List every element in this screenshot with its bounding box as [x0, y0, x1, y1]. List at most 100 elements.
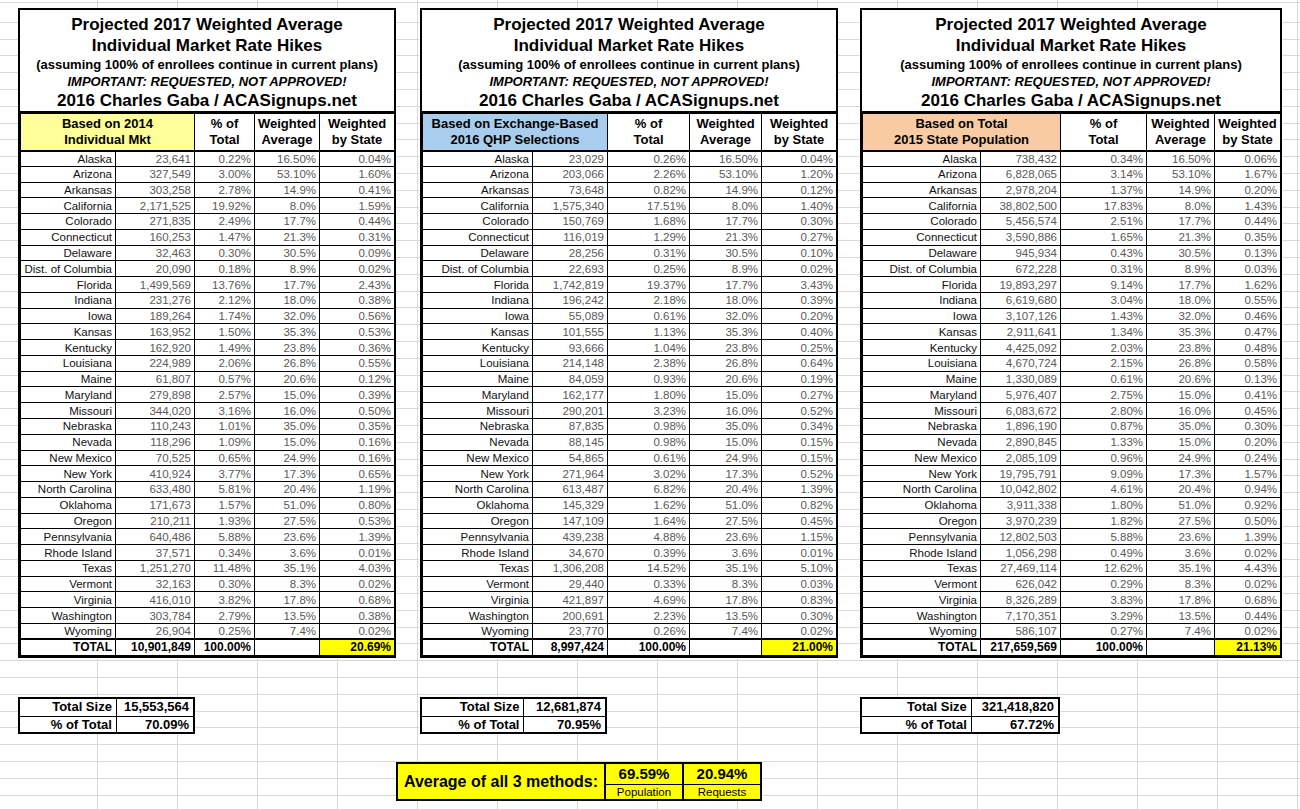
cell-value[interactable]: 20,090 [116, 261, 195, 277]
cell-weighted-by-state[interactable]: 0.30% [1215, 419, 1281, 435]
cell-state[interactable]: Iowa [21, 308, 116, 324]
cell-weighted-average[interactable]: 8.3% [255, 576, 320, 592]
cell-value[interactable]: 303,784 [116, 608, 195, 624]
cell-pct-of-total[interactable]: 3.83% [1061, 592, 1147, 608]
cell-pct-of-total[interactable]: 1.33% [1061, 434, 1147, 450]
cell-state[interactable]: Arkansas [21, 182, 116, 198]
cell-pct-of-total[interactable]: 2.57% [195, 387, 255, 403]
cell-weighted-by-state[interactable]: 0.13% [1215, 371, 1281, 387]
cell-state[interactable]: Alaska [863, 151, 981, 167]
cell-pct-of-total[interactable]: 3.16% [195, 403, 255, 419]
cell-value[interactable]: 26,904 [116, 623, 195, 639]
cell-weighted-by-state[interactable]: 0.35% [320, 419, 395, 435]
cell-pct-of-total[interactable]: 1.29% [608, 229, 690, 245]
cell-weighted-average[interactable]: 15.0% [690, 387, 762, 403]
cell-weighted-average[interactable]: 15.0% [255, 387, 320, 403]
cell-state[interactable]: Kansas [21, 324, 116, 340]
cell-pct-of-total[interactable]: 1.65% [1061, 229, 1147, 245]
cell-state[interactable]: Kansas [423, 324, 533, 340]
cell-weighted-by-state[interactable]: 0.68% [1215, 592, 1281, 608]
cell-state[interactable]: Dist. of Columbia [21, 261, 116, 277]
cell-value[interactable]: 110,243 [116, 419, 195, 435]
cell-weighted-by-state[interactable]: 0.92% [1215, 497, 1281, 513]
cell-value[interactable]: 37,571 [116, 545, 195, 561]
cell-weighted-by-state[interactable]: 0.15% [762, 450, 837, 466]
basis-header-cell[interactable]: Based on 2014 Individual Mkt [21, 114, 195, 151]
cell-weighted-average[interactable]: 13.5% [1147, 608, 1215, 624]
cell-weighted-average[interactable]: 51.0% [690, 497, 762, 513]
cell-weighted-by-state[interactable]: 0.38% [320, 608, 395, 624]
cell-value[interactable]: 290,201 [533, 403, 608, 419]
cell-weighted-average[interactable]: 15.0% [690, 434, 762, 450]
cell-weighted-by-state[interactable]: 0.01% [762, 545, 837, 561]
table-title-cell[interactable]: Projected 2017 Weighted Average Individu… [20, 10, 394, 113]
cell-weighted-by-state[interactable]: 0.35% [1215, 229, 1281, 245]
cell-weighted-by-state[interactable]: 0.02% [1215, 545, 1281, 561]
col-header-weighted-by-state[interactable]: Weighted by State [1215, 114, 1281, 151]
cell-value[interactable]: 189,264 [116, 308, 195, 324]
cell-value[interactable]: 1,306,208 [533, 560, 608, 576]
cell-weighted-by-state[interactable]: 0.27% [762, 229, 837, 245]
cell-pct-of-total[interactable]: 2.51% [1061, 214, 1147, 230]
cell-weighted-by-state[interactable]: 0.44% [1215, 608, 1281, 624]
cell-pct-of-total[interactable]: 2.49% [195, 214, 255, 230]
cell-weighted-by-state[interactable]: 1.20% [762, 166, 837, 182]
col-header-weighted-by-state[interactable]: Weighted by State [320, 114, 395, 151]
cell-weighted-average[interactable]: 53.10% [690, 166, 762, 182]
cell-pct-of-total[interactable]: 3.82% [195, 592, 255, 608]
cell-state[interactable]: Maryland [423, 387, 533, 403]
cell-value[interactable]: 55,089 [533, 308, 608, 324]
cell-weighted-average[interactable]: 3.6% [255, 545, 320, 561]
total-label-cell[interactable]: TOTAL [423, 639, 533, 655]
cell-state[interactable]: Indiana [423, 292, 533, 308]
cell-state[interactable]: Maine [863, 371, 981, 387]
cell-weighted-by-state[interactable]: 1.60% [320, 166, 395, 182]
cell-value[interactable]: 2,890,845 [981, 434, 1061, 450]
cell-weighted-by-state[interactable]: 0.02% [762, 623, 837, 639]
cell-state[interactable]: Arkansas [863, 182, 981, 198]
cell-weighted-by-state[interactable]: 0.15% [762, 434, 837, 450]
cell-weighted-by-state[interactable]: 0.80% [320, 497, 395, 513]
cell-weighted-average[interactable]: 35.3% [1147, 324, 1215, 340]
cell-weighted-average[interactable]: 30.5% [690, 245, 762, 261]
cell-weighted-by-state[interactable]: 0.30% [762, 214, 837, 230]
cell-weighted-by-state[interactable]: 1.19% [320, 482, 395, 498]
cell-weighted-average[interactable]: 21.3% [690, 229, 762, 245]
total-value[interactable]: 10,901,849 [116, 639, 195, 655]
cell-value[interactable]: 28,256 [533, 245, 608, 261]
cell-pct-of-total[interactable]: 1.57% [195, 497, 255, 513]
cell-value[interactable]: 32,163 [116, 576, 195, 592]
cell-pct-of-total[interactable]: 0.34% [195, 545, 255, 561]
col-header-weighted-average[interactable]: Weighted Average [690, 114, 762, 151]
cell-state[interactable]: Indiana [863, 292, 981, 308]
cell-state[interactable]: Florida [863, 277, 981, 293]
cell-pct-of-total[interactable]: 3.02% [608, 466, 690, 482]
cell-weighted-average[interactable]: 35.3% [255, 324, 320, 340]
col-header-pct-of-total[interactable]: % of Total [195, 114, 255, 151]
cell-weighted-average[interactable]: 17.7% [1147, 277, 1215, 293]
requests-average-cell[interactable]: 20.94% Requests [682, 764, 760, 799]
cell-pct-of-total[interactable]: 3.29% [1061, 608, 1147, 624]
cell-state[interactable]: New York [423, 466, 533, 482]
total-label-cell[interactable]: TOTAL [863, 639, 981, 655]
cell-state[interactable]: Florida [21, 277, 116, 293]
cell-pct-of-total[interactable]: 17.83% [1061, 198, 1147, 214]
cell-weighted-average[interactable]: 16.0% [690, 403, 762, 419]
cell-pct-of-total[interactable]: 2.03% [1061, 340, 1147, 356]
cell-weighted-by-state[interactable]: 0.12% [762, 182, 837, 198]
pct-of-total-label[interactable]: % of Total [422, 717, 524, 733]
cell-pct-of-total[interactable]: 1.80% [1061, 497, 1147, 513]
cell-pct-of-total[interactable]: 1.62% [608, 497, 690, 513]
pct-of-total-value[interactable]: 70.95% [524, 717, 605, 733]
cell-value[interactable]: 4,425,092 [981, 340, 1061, 356]
cell-weighted-average[interactable]: 23.6% [690, 529, 762, 545]
cell-weighted-by-state[interactable]: 1.15% [762, 529, 837, 545]
cell-weighted-average[interactable]: 20.4% [690, 482, 762, 498]
cell-weighted-average[interactable]: 26.8% [690, 355, 762, 371]
cell-weighted-average[interactable]: 16.50% [255, 151, 320, 167]
cell-weighted-average[interactable]: 13.5% [690, 608, 762, 624]
cell-pct-of-total[interactable]: 4.88% [608, 529, 690, 545]
cell-state[interactable]: Vermont [423, 576, 533, 592]
cell-weighted-average[interactable]: 17.8% [690, 592, 762, 608]
cell-state[interactable]: Nebraska [423, 419, 533, 435]
